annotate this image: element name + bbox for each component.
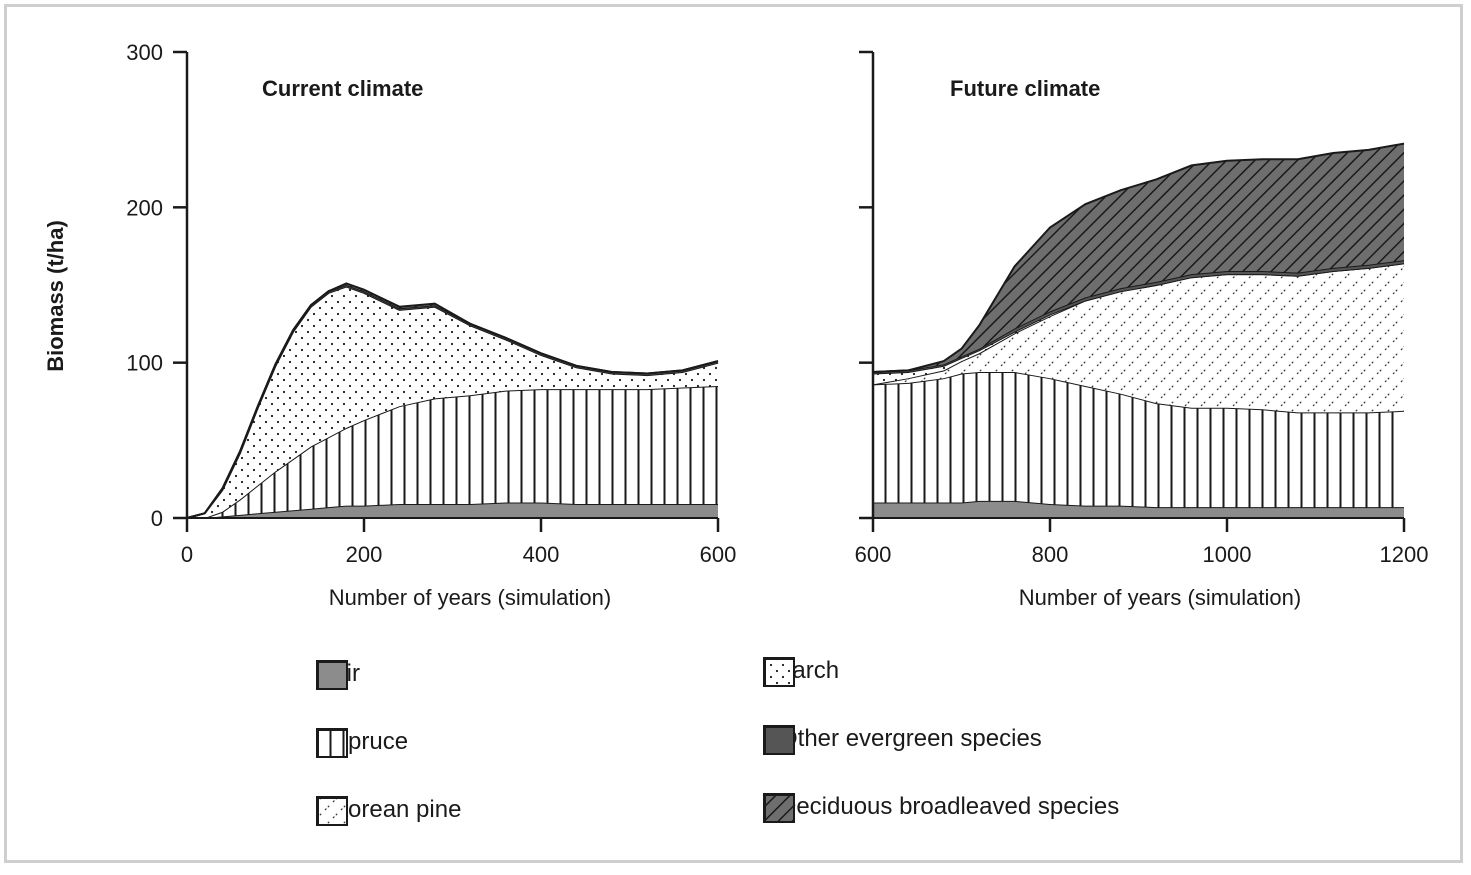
chart-panel-current: 0 100 200 300 0 200 400 600 Current climate Numbe… [126, 40, 736, 610]
area-larch-current [187, 286, 718, 518]
x-tick-label: 1200 [1380, 542, 1429, 567]
legend-swatch-fir [316, 660, 348, 690]
area-fir-current [187, 502, 718, 518]
legend-label: Deciduous broadleaved species [779, 793, 1120, 820]
area-spruce-current [187, 386, 718, 518]
chart-panel-future: 600 800 1000 1200 Future climate Number of ye… [855, 50, 1429, 610]
area-larch-future [873, 263, 1404, 385]
area-korean_pine-future [873, 263, 1404, 413]
legend-item-deciduous: Deciduous broadleaved species [763, 793, 1120, 823]
x-tick-label: 600 [700, 542, 737, 567]
y-tick-label: 300 [126, 40, 163, 65]
boundary-deciduous-future [872, 142, 1405, 373]
legend-item-spruce: Spruce [316, 728, 408, 758]
x-tick-label: 400 [523, 542, 560, 567]
x-tick-label: 200 [346, 542, 383, 567]
legend-item-korean-pine: Korean pine [316, 796, 462, 826]
x-axis-label: Number of years (simulation) [1019, 585, 1301, 610]
area-deciduous-future [873, 143, 1404, 372]
panel-title: Current climate [262, 76, 423, 101]
x-tick-label: 600 [855, 542, 892, 567]
legend-item-fir: Fir [316, 660, 360, 690]
y-tick-label: 0 [151, 506, 163, 531]
legend-swatch-korean-pine [316, 796, 348, 826]
legend-label: Korean pine [332, 796, 462, 823]
x-axis-label: Number of years (simulation) [329, 585, 611, 610]
y-axis-label: Biomass (t/ha) [43, 220, 68, 372]
y-tick-label: 200 [126, 195, 163, 220]
legend-swatch-spruce [316, 728, 348, 758]
x-tick-label: 800 [1032, 542, 1069, 567]
x-tick-label: 0 [181, 542, 193, 567]
area-fir-future [873, 500, 1404, 518]
boundary-deciduous-current [186, 282, 719, 519]
legend-swatch-other-evergreen [763, 725, 795, 755]
y-tick-label: 100 [126, 351, 163, 376]
area-spruce-future [873, 372, 1404, 508]
legend-label: Other evergreen species [779, 725, 1042, 752]
legend-swatch-larch [763, 657, 795, 687]
legend-item-larch: Larch [763, 657, 839, 687]
legend-swatch-deciduous [763, 793, 795, 823]
x-tick-label: 1000 [1203, 542, 1252, 567]
panel-title: Future climate [950, 76, 1100, 101]
legend-item-other-evergreen: Other evergreen species [763, 725, 1042, 755]
